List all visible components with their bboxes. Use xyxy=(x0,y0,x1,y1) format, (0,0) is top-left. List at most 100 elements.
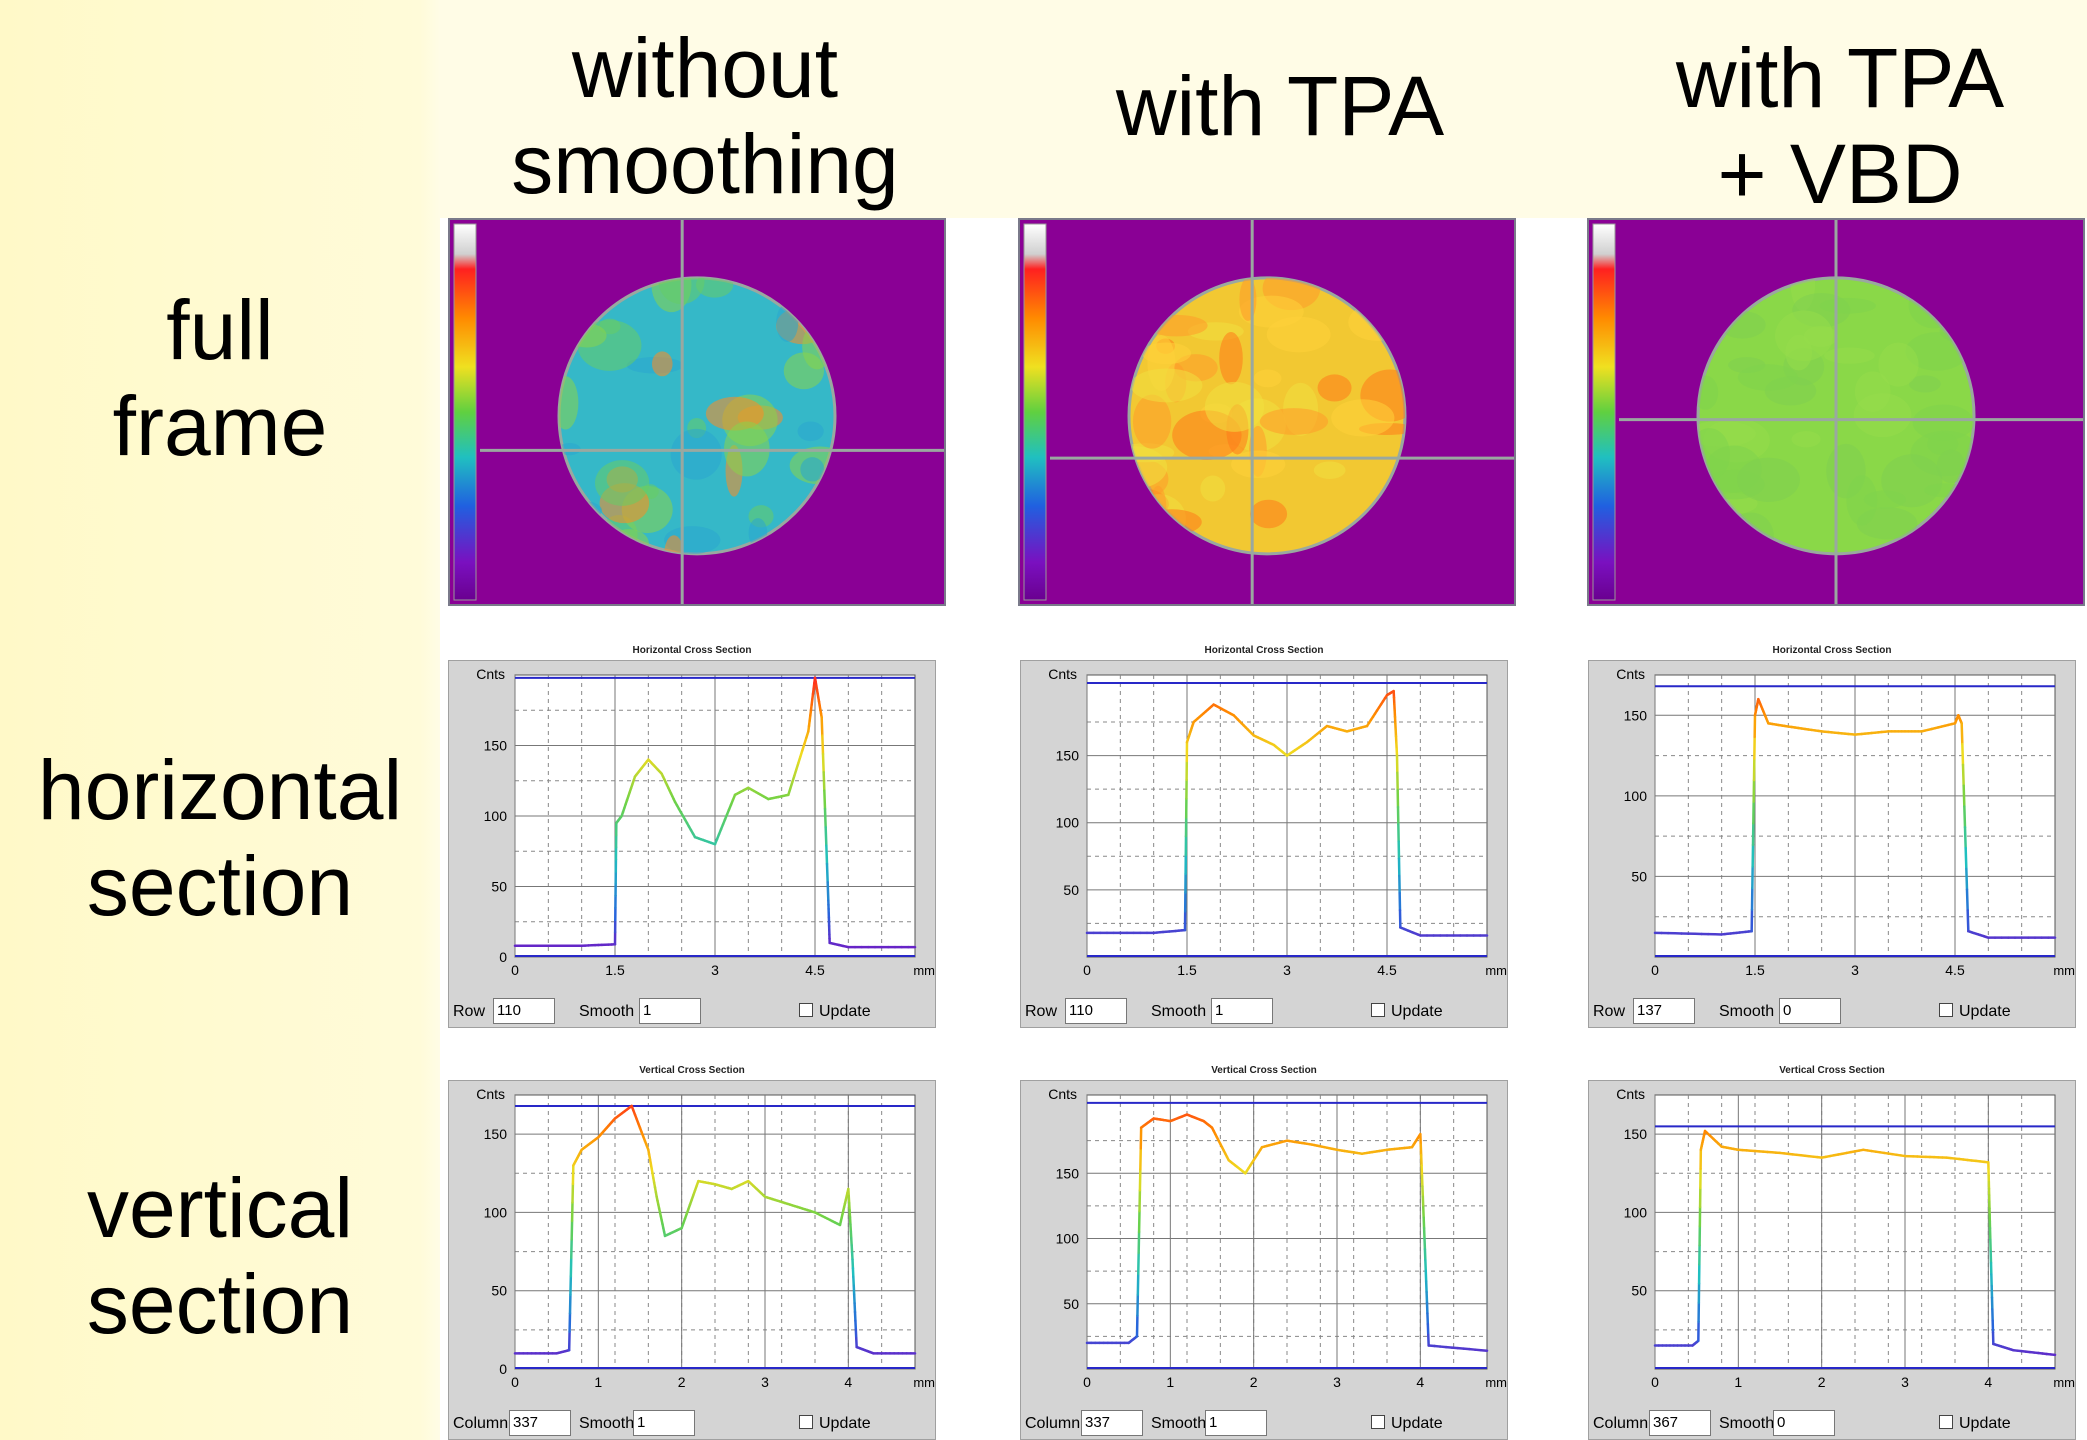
intensity-patch xyxy=(562,277,608,298)
x-tick-label: 3 xyxy=(761,1374,769,1390)
smooth-input[interactable]: 0 xyxy=(1779,998,1841,1024)
data-segment xyxy=(1479,1348,1489,1352)
row-label: Row xyxy=(453,1003,486,1020)
x-tick-label: 4.5 xyxy=(1377,962,1397,978)
x-tick-label: 1.5 xyxy=(1177,962,1197,978)
update-label: Update xyxy=(1959,1003,2011,1020)
data-segment xyxy=(1963,805,1967,829)
update-checkbox[interactable] xyxy=(799,1415,813,1429)
smooth-input[interactable]: 1 xyxy=(1211,998,1273,1024)
x-tick-label: 2 xyxy=(1250,1374,1258,1390)
row-input[interactable]: 137 xyxy=(1633,998,1695,1024)
intensity-patch xyxy=(1698,375,1719,410)
update-label: Update xyxy=(1391,1003,1443,1020)
column-title-2: with TPA xyxy=(1115,59,1445,153)
y-tick-label: 150 xyxy=(484,1126,508,1142)
intensity-patch xyxy=(651,351,673,377)
row-input[interactable]: 337 xyxy=(1081,1410,1143,1436)
data-segment xyxy=(822,771,826,792)
smooth-input[interactable]: 1 xyxy=(639,998,701,1024)
intensity-patch xyxy=(670,428,722,480)
update-checkbox[interactable] xyxy=(1939,1415,1953,1429)
row-input[interactable]: 337 xyxy=(509,1410,571,1436)
x-tick-label: 0 xyxy=(1083,1374,1091,1390)
row-label: Row xyxy=(1025,1003,1058,1020)
y-tick-label: 0 xyxy=(499,949,507,965)
update-label: Update xyxy=(1391,1415,1443,1432)
intensity-patch xyxy=(1204,381,1265,432)
intensity-patch xyxy=(1737,457,1800,502)
colorbar xyxy=(453,223,477,601)
intensity-patch xyxy=(1348,303,1405,341)
x-tick-label: 4 xyxy=(1416,1374,1424,1390)
cross-section-panel: Vertical Cross Section 0 1 2 3 4 50 100 150 Cnts m… xyxy=(1588,1065,2076,1440)
x-axis-label: mm xyxy=(1485,963,1507,978)
intensity-patch xyxy=(1259,408,1329,435)
chart-title: Horizontal Cross Section xyxy=(1772,645,1892,656)
full-frame-image-2 xyxy=(1018,218,1516,606)
update-checkbox[interactable] xyxy=(799,1003,813,1017)
data-segment xyxy=(1960,722,1964,746)
update-checkbox[interactable] xyxy=(1371,1003,1385,1017)
x-axis-label: mm xyxy=(2053,1375,2075,1390)
intensity-patch xyxy=(1854,371,1891,413)
smooth-label: Smooth xyxy=(1719,1003,1775,1020)
x-axis-label: mm xyxy=(913,1375,935,1390)
intensity-patch xyxy=(1927,432,1959,456)
row-label: Column xyxy=(1593,1415,1649,1432)
chart-title: Horizontal Cross Section xyxy=(1204,645,1324,656)
smooth-input[interactable]: 1 xyxy=(1205,1410,1267,1436)
data-segment xyxy=(1966,909,1970,933)
data-segment xyxy=(820,716,824,737)
y-axis-label: Cnts xyxy=(1616,666,1645,682)
data-segment xyxy=(824,826,828,847)
cross-section-panel: Horizontal Cross Section 0 1.5 3 4.5 50 100 150… xyxy=(1588,645,2076,1028)
y-tick-label: 150 xyxy=(1624,707,1648,723)
smooth-input[interactable]: 0 xyxy=(1773,1410,1835,1436)
intensity-patch xyxy=(1219,332,1243,385)
intensity-patch xyxy=(800,457,825,482)
x-tick-label: 0 xyxy=(1651,1374,1659,1390)
data-segment xyxy=(1961,742,1965,767)
row-title-2: horizontal section xyxy=(37,743,403,933)
colorbar xyxy=(1592,223,1616,601)
intensity-patch xyxy=(1909,375,1941,393)
column-title-1: without smoothing xyxy=(511,21,899,211)
full-frame-image-3 xyxy=(1587,218,2085,606)
x-tick-label: 1 xyxy=(1166,1374,1174,1390)
x-tick-label: 1.5 xyxy=(605,962,625,978)
intensity-patch xyxy=(1253,369,1282,388)
data-segment xyxy=(823,807,827,829)
cross-section-panel: Vertical Cross Section 0 1 2 3 4 50 100 150 Cnts m… xyxy=(1020,1065,1508,1440)
cross-section-panel: Horizontal Cross Section 0 1.5 3 4.5 0 50 100 15… xyxy=(448,645,936,1028)
intensity-patch xyxy=(1132,394,1172,449)
x-tick-label: 3 xyxy=(1851,962,1859,978)
y-tick-label: 100 xyxy=(1056,1231,1080,1247)
update-checkbox[interactable] xyxy=(1939,1003,1953,1017)
intensity-patch xyxy=(1231,450,1286,479)
smooth-input[interactable]: 1 xyxy=(633,1410,695,1436)
x-axis-label: mm xyxy=(2053,963,2075,978)
row-input[interactable]: 110 xyxy=(1065,998,1127,1024)
row-input[interactable]: 367 xyxy=(1649,1410,1711,1436)
intensity-patch xyxy=(594,460,650,506)
chart-svg: 0 1 2 3 4 50 100 150 Cnts mm xyxy=(1048,1086,1507,1390)
y-axis-label: Cnts xyxy=(1616,1086,1645,1102)
intensity-patch xyxy=(1774,310,1834,362)
x-tick-label: 0 xyxy=(1083,962,1091,978)
intensity-patch xyxy=(1149,485,1167,529)
row-label: Column xyxy=(453,1415,509,1432)
intensity-patch xyxy=(1936,449,1966,484)
column-title-3: with TPA + VBD xyxy=(1675,31,2005,221)
x-tick-label: 0 xyxy=(511,962,519,978)
chart-title: Vertical Cross Section xyxy=(1211,1065,1317,1076)
cross-section-controls: Row 110 Smooth 1 Update xyxy=(449,995,935,1027)
x-tick-label: 1.5 xyxy=(1745,962,1765,978)
update-checkbox[interactable] xyxy=(1371,1415,1385,1429)
data-segment xyxy=(825,862,829,884)
data-segment xyxy=(1963,826,1967,850)
row-input[interactable]: 110 xyxy=(493,998,555,1024)
chart-svg: 0 1.5 3 4.5 0 50 100 150 Cnts mm xyxy=(476,666,935,978)
x-tick-label: 2 xyxy=(678,1374,686,1390)
x-tick-label: 0 xyxy=(1651,962,1659,978)
